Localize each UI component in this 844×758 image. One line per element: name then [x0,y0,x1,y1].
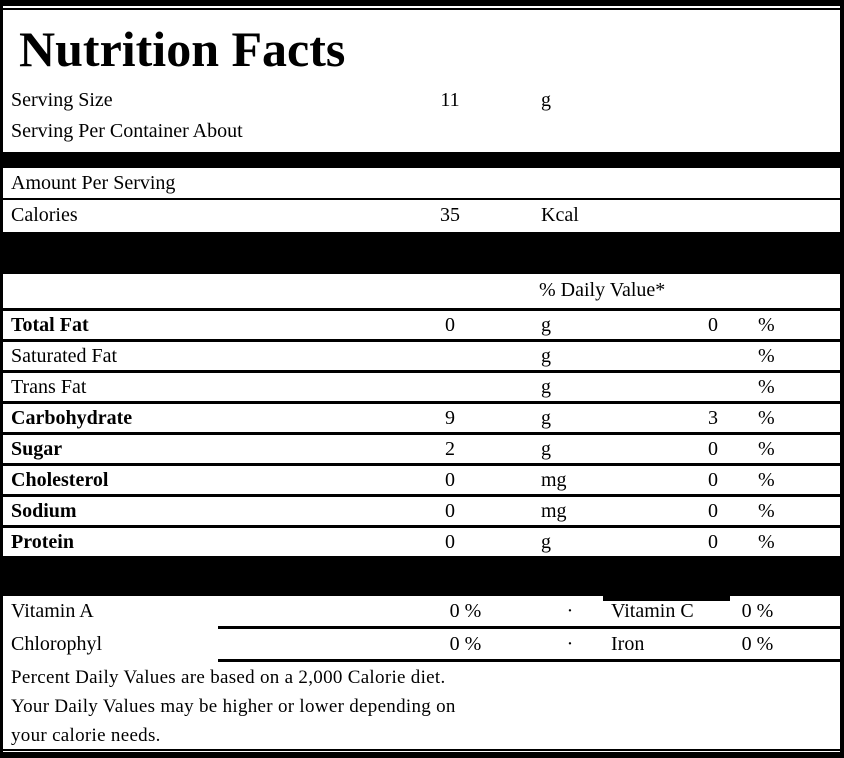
nutrient-unit: g [541,314,551,336]
vitamin-value: 0 % [741,600,774,622]
nutrient-name: Cholesterol [11,469,109,491]
serving-size-value: 11 [440,89,460,111]
amount-per-serving-label: Amount Per Serving [11,172,176,194]
nutrient-unit: g [541,345,551,367]
nutrient-value: 2 [445,438,455,460]
calories-label: Calories [11,204,78,226]
nutrient-dv: 0 [708,469,718,491]
nutrient-value: 0 [445,314,455,336]
nutrient-row-total-fat: Total Fat 0 g 0 % [3,311,840,342]
nutrient-unit: g [541,438,551,460]
nutrient-name: Trans Fat [11,376,87,398]
nutrient-value: 9 [445,407,455,429]
serving-size-unit: g [541,89,551,111]
nutrient-value: 0 [445,500,455,522]
daily-value-header: % Daily Value* [539,279,666,301]
percent-sign: % [758,407,775,429]
nutrient-row-sodium: Sodium 0 mg 0 % [3,497,840,528]
nutrient-name: Sodium [11,500,77,522]
nutrient-dv: 0 [708,531,718,553]
percent-sign: % [758,469,775,491]
vitamin-value: 0 % [449,633,482,655]
separator-bar-thick [3,556,840,601]
vitamin-name: Vitamin C [611,600,694,622]
percent-sign: % [758,500,775,522]
nutrient-row-carbohydrate: Carbohydrate 9 g 3 % [3,404,840,435]
footnote-line: your calorie needs. [11,725,161,746]
vitamin-row-a-c: Vitamin A 0 % · Vitamin C 0 % [3,596,840,629]
percent-sign: % [758,314,775,336]
calories-value: 35 [440,204,460,226]
serving-size-row: Serving Size 11 g [3,84,840,116]
vitamin-row-chlorophyl-iron: Chlorophyl 0 % · Iron 0 % [3,629,840,662]
nutrient-unit: g [541,376,551,398]
nutrient-unit: mg [541,500,567,522]
nutrient-row-protein: Protein 0 g 0 % [3,528,840,556]
nutrient-dv: 0 [708,438,718,460]
percent-sign: % [758,438,775,460]
nutrient-name: Total Fat [11,314,89,336]
calories-unit: Kcal [541,204,579,226]
nutrient-row-saturated-fat: Saturated Fat g % [3,342,840,373]
nutrient-unit: mg [541,469,567,491]
vitamin-name: Chlorophyl [11,633,103,655]
vitamin-value: 0 % [741,633,774,655]
nutrient-dv: 3 [708,407,718,429]
label-title: Nutrition Facts [19,21,346,77]
serving-size-label: Serving Size [11,89,113,111]
vitamin-name: Iron [611,633,645,655]
separator-bar-thin [3,152,840,168]
bullet-separator: · [566,633,574,655]
footnote-line: Percent Daily Values are based on a 2,00… [11,667,446,688]
servings-per-container-label: Serving Per Container About [11,120,243,142]
nutrient-unit: g [541,407,551,429]
nutrient-unit: g [541,531,551,553]
nutrient-name: Protein [11,531,74,553]
percent-sign: % [758,376,775,398]
servings-per-container-row: Serving Per Container About [3,116,840,152]
nutrient-row-cholesterol: Cholesterol 0 mg 0 % [3,466,840,497]
nutrient-dv: 0 [708,500,718,522]
bullet-separator: · [566,600,574,622]
vitamin-name: Vitamin A [11,600,94,622]
daily-value-header-row: % Daily Value* [3,274,840,311]
separator-bar-thick [3,232,840,274]
nutrient-dv: 0 [708,314,718,336]
nutrient-name: Carbohydrate [11,407,133,429]
separator-bar-notch [603,596,730,601]
nutrient-name: Sugar [11,438,63,460]
amount-per-serving-row: Amount Per Serving [3,170,840,200]
label-inner-frame: Nutrition Facts Serving Size 11 g Servin… [3,8,840,751]
footnote-line: Your Daily Values may be higher or lower… [11,696,456,717]
percent-sign: % [758,531,775,553]
percent-sign: % [758,345,775,367]
calories-row: Calories 35 Kcal [3,200,840,232]
nutrient-row-sugar: Sugar 2 g 0 % [3,435,840,466]
nutrient-value: 0 [445,469,455,491]
nutrient-value: 0 [445,531,455,553]
nutrient-name: Saturated Fat [11,345,118,367]
vitamin-value: 0 % [449,600,482,622]
nutrient-row-trans-fat: Trans Fat g % [3,373,840,404]
